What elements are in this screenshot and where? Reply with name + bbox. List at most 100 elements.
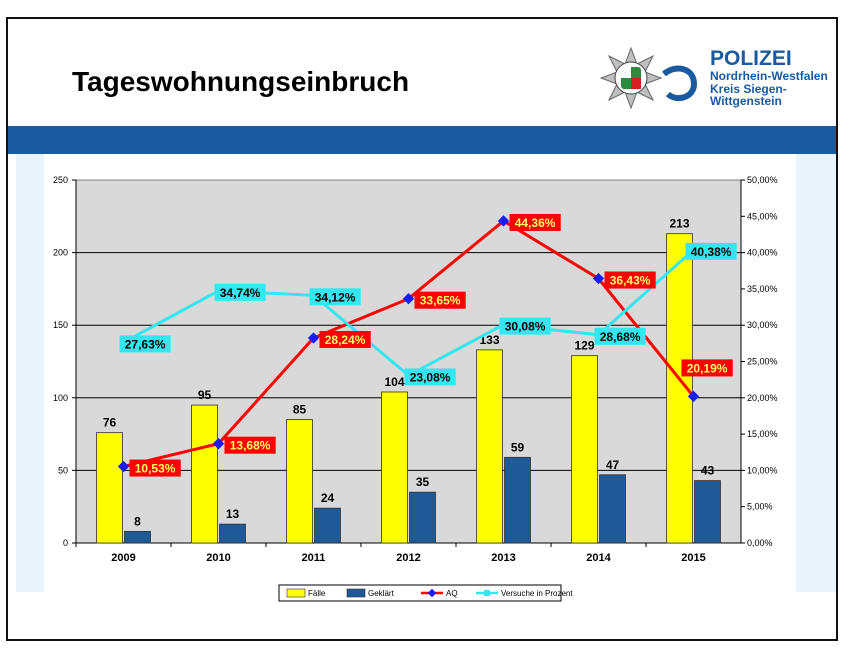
line-marker	[687, 390, 700, 403]
bar-value-label: 76	[103, 416, 117, 430]
y-right-tick-label: 40,00%	[747, 248, 778, 258]
bar-geklärt	[219, 523, 246, 544]
bar-geklärt	[504, 456, 531, 544]
bar-value-label: 104	[384, 375, 404, 389]
versuche-label-box	[594, 327, 646, 345]
bar-geklärt	[314, 507, 341, 544]
bar-fälle	[191, 404, 218, 544]
legend-label: Versuche in Prozent	[501, 589, 573, 598]
bar-value-label: 24	[321, 491, 335, 505]
aq-label: 36,43%	[610, 274, 651, 288]
line-marker	[497, 215, 510, 227]
logo-district-2: Wittgenstein	[710, 94, 782, 109]
legend-label: Geklärt	[368, 589, 395, 598]
aq-label-box	[414, 291, 466, 309]
bar-value-label: 13	[226, 507, 240, 521]
versuche-label: 34,12%	[315, 290, 356, 304]
header-band	[8, 126, 836, 154]
line-marker	[307, 332, 320, 344]
aq-label: 44,36%	[515, 216, 556, 230]
bar-value-label: 43	[701, 464, 715, 478]
y-right-tick-label: 5,00%	[747, 502, 773, 512]
y-right-tick-label: 15,00%	[747, 429, 778, 439]
versuche-label: 34,74%	[220, 286, 261, 300]
legend-label: Fälle	[308, 589, 326, 598]
bar-value-label: 59	[511, 440, 525, 454]
versuche-label-box	[119, 335, 171, 353]
versuche-label: 28,68%	[600, 330, 641, 344]
right-margin-panel	[796, 154, 836, 592]
bar-value-label: 47	[606, 458, 620, 472]
line-marker	[212, 438, 225, 450]
aq-label-box	[681, 359, 733, 377]
aq-label-box	[319, 330, 371, 348]
bar-value-label: 213	[669, 217, 689, 231]
bar-fälle	[286, 419, 313, 544]
bar-fälle	[571, 355, 598, 544]
x-tick-label: 2012	[396, 552, 420, 564]
bar-geklärt	[409, 491, 436, 544]
y-right-tick-label: 25,00%	[747, 357, 778, 367]
versuche-label-box	[404, 368, 456, 386]
bar-value-label: 129	[574, 339, 594, 353]
bar-geklärt	[599, 474, 626, 544]
plot-area	[75, 179, 742, 544]
aq-label: 13,68%	[230, 439, 271, 453]
aq-label: 10,53%	[135, 462, 176, 476]
y-right-tick-label: 35,00%	[747, 284, 778, 294]
police-logo	[598, 44, 838, 124]
logo-polizei: POLIZEI	[710, 47, 792, 70]
x-tick-label: 2013	[491, 552, 515, 564]
y-right-tick-label: 0,00%	[747, 538, 773, 548]
bar-fälle	[96, 432, 123, 544]
legend-marker	[484, 590, 490, 596]
aq-label-box	[129, 459, 181, 477]
y-left-tick-label: 150	[53, 320, 68, 330]
bar-fälle	[381, 391, 408, 544]
police-star-icon	[599, 46, 698, 110]
y-right-tick-label: 50,00%	[747, 175, 778, 185]
logo-state: Nordrhein-Westfalen	[710, 69, 828, 84]
x-tick-label: 2014	[586, 552, 611, 564]
bar-value-label: 8	[134, 514, 141, 528]
aq-label-box	[224, 436, 276, 454]
y-left-tick-label: 0	[63, 538, 68, 548]
aq-label-box	[509, 213, 561, 231]
legend-swatch	[286, 588, 306, 598]
aq-label: 28,24%	[325, 333, 366, 347]
bar-value-label: 35	[416, 475, 430, 489]
versuche-label-box	[499, 317, 551, 335]
bar-value-label: 95	[198, 388, 212, 402]
bar-geklärt	[124, 530, 151, 544]
versuche-label: 30,08%	[505, 320, 546, 334]
y-left-tick-label: 100	[53, 393, 68, 403]
x-tick-label: 2009	[111, 552, 135, 564]
versuche-label-box	[685, 242, 737, 260]
aq-label: 33,65%	[420, 294, 461, 308]
versuche-label: 27,63%	[125, 337, 166, 351]
y-right-tick-label: 30,00%	[747, 320, 778, 330]
aq-label: 20,19%	[687, 361, 728, 375]
logo-district-1: Kreis Siegen-	[710, 81, 787, 96]
x-tick-label: 2015	[681, 552, 705, 564]
y-left-tick-label: 250	[53, 175, 68, 185]
y-right-tick-label: 10,00%	[747, 465, 778, 475]
y-right-tick-label: 20,00%	[747, 393, 778, 403]
versuche-label: 23,08%	[410, 370, 451, 384]
x-tick-label: 2011	[302, 552, 326, 564]
x-tick-label: 2010	[206, 552, 230, 564]
versuche-label-box	[309, 288, 361, 306]
logo-text-block: POLIZEI Nordrhein-Westfalen Kreis Siegen…	[710, 47, 828, 109]
bar-geklärt	[694, 480, 721, 544]
y-left-tick-label: 50	[58, 465, 68, 475]
line-marker	[402, 293, 415, 305]
bar-fälle	[476, 349, 503, 544]
legend-swatch	[346, 588, 366, 598]
y-left-tick-label: 200	[53, 248, 68, 258]
legend-marker	[427, 588, 437, 598]
versuche-label: 40,38%	[691, 245, 732, 259]
line-marker	[592, 272, 605, 285]
versuche-label-box	[214, 283, 266, 301]
left-margin-panel	[16, 154, 44, 592]
